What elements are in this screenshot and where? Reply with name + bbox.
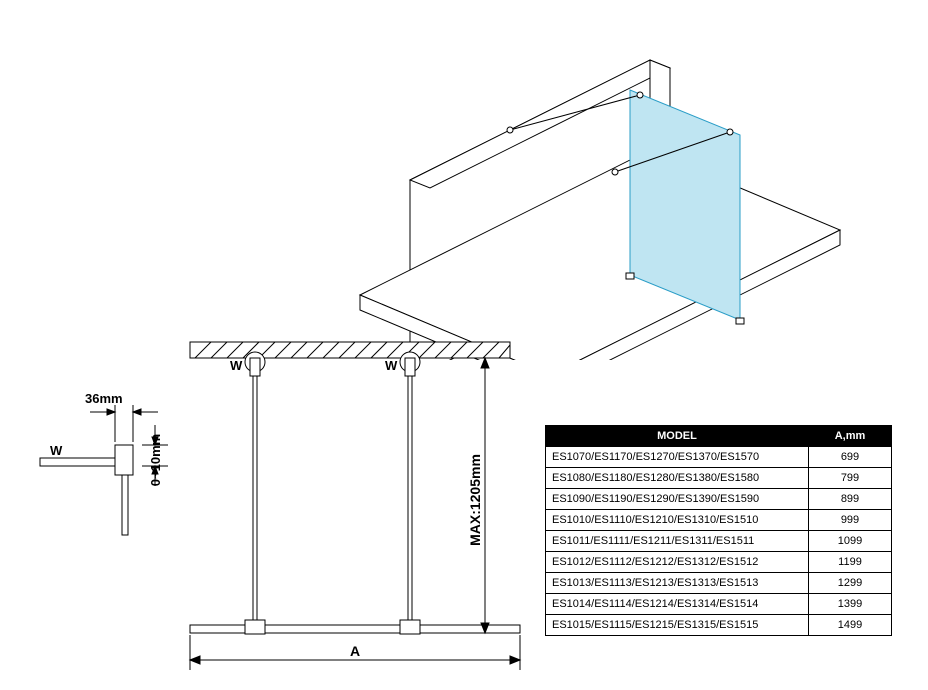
table-cell-amm: 999 <box>809 510 892 531</box>
table-cell-model: ES1011/ES1111/ES1211/ES1311/ES1511 <box>546 531 809 552</box>
table-row: ES1080/ES1180/ES1280/ES1380/ES1580799 <box>546 468 892 489</box>
table-cell-amm: 699 <box>809 447 892 468</box>
w-marker-3: W <box>50 443 63 458</box>
floor-rail <box>190 620 520 634</box>
model-table: MODEL A,mm ES1070/ES1170/ES1270/ES1370/E… <box>545 425 892 636</box>
table-header-model: MODEL <box>546 426 809 447</box>
table-cell-model: ES1080/ES1180/ES1280/ES1380/ES1580 <box>546 468 809 489</box>
ceiling-hatch <box>190 342 510 358</box>
wall-backdrop <box>360 60 840 360</box>
table-cell-model: ES1010/ES1110/ES1210/ES1310/ES1510 <box>546 510 809 531</box>
table-cell-amm: 1499 <box>809 615 892 636</box>
table-cell-model: ES1014/ES1114/ES1214/ES1314/ES1514 <box>546 594 809 615</box>
table-row: ES1011/ES1111/ES1211/ES1311/ES15111099 <box>546 531 892 552</box>
table-cell-amm: 1299 <box>809 573 892 594</box>
dim-width-label: A <box>350 643 360 659</box>
table-row: ES1010/ES1110/ES1210/ES1310/ES1510999 <box>546 510 892 531</box>
table-cell-amm: 1199 <box>809 552 892 573</box>
iso-diagram <box>320 0 880 360</box>
table-cell-amm: 1099 <box>809 531 892 552</box>
table-header-amm: A,mm <box>809 426 892 447</box>
table-cell-amm: 1399 <box>809 594 892 615</box>
table-cell-amm: 799 <box>809 468 892 489</box>
table-row: ES1090/ES1190/ES1290/ES1390/ES1590899 <box>546 489 892 510</box>
table-cell-model: ES1070/ES1170/ES1270/ES1370/ES1570 <box>546 447 809 468</box>
w-marker-2: W <box>385 358 398 373</box>
table-row: ES1012/ES1112/ES1212/ES1312/ES15121199 <box>546 552 892 573</box>
table-row: ES1014/ES1114/ES1214/ES1314/ES15141399 <box>546 594 892 615</box>
dim-thickness-label: 36mm <box>85 391 123 406</box>
w-marker-1: W <box>230 358 243 373</box>
table-cell-model: ES1013/ES1113/ES1213/ES1313/ES1513 <box>546 573 809 594</box>
table-row: ES1013/ES1113/ES1213/ES1313/ES15131299 <box>546 573 892 594</box>
table-cell-model: ES1090/ES1190/ES1290/ES1390/ES1590 <box>546 489 809 510</box>
front-diagram: W W MAX:1205mm A <box>30 330 550 690</box>
dim-height-label: MAX:1205mm <box>467 454 483 546</box>
dim-gap-label: 0~10mm <box>148 434 163 486</box>
support-rods <box>253 376 412 625</box>
table-cell-model: ES1012/ES1112/ES1212/ES1312/ES1512 <box>546 552 809 573</box>
table-cell-amm: 899 <box>809 489 892 510</box>
table-cell-model: ES1015/ES1115/ES1215/ES1315/ES1515 <box>546 615 809 636</box>
table-row: ES1070/ES1170/ES1270/ES1370/ES1570699 <box>546 447 892 468</box>
table-row: ES1015/ES1115/ES1215/ES1315/ES15151499 <box>546 615 892 636</box>
